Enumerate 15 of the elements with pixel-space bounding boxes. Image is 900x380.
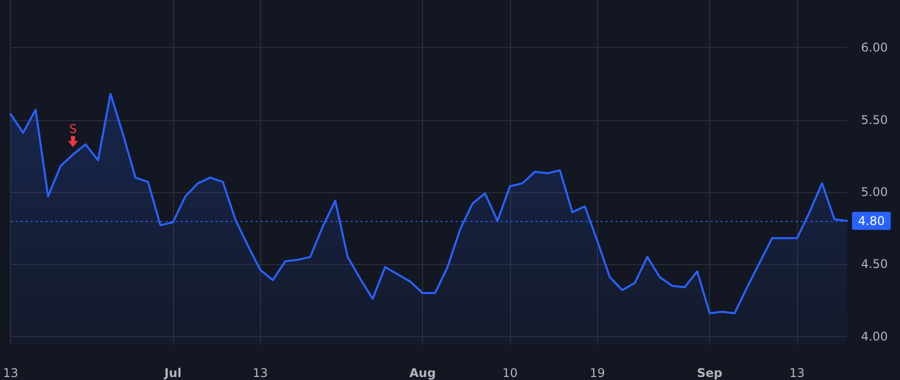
x-tick-label: Aug: [409, 366, 436, 380]
x-tick-label: 13: [2, 366, 18, 380]
y-tick-label: 5.00: [861, 184, 888, 199]
x-tick-label: Jul: [163, 366, 182, 380]
y-tick-label: 5.50: [861, 112, 888, 127]
x-tick-label: Sep: [697, 366, 723, 380]
ref-line-label: 4.80: [858, 214, 885, 228]
x-tick-label: 19: [590, 366, 605, 380]
annotation: S: [68, 122, 78, 136]
x-tick-label: 10: [502, 366, 518, 380]
x-tick-label: 13: [789, 366, 805, 380]
y-tick-label: 6.00: [861, 40, 888, 55]
y-tick-label: 4.00: [861, 329, 888, 344]
x-tick-label: 13: [252, 366, 268, 380]
y-tick-label: 4.50: [861, 257, 888, 272]
